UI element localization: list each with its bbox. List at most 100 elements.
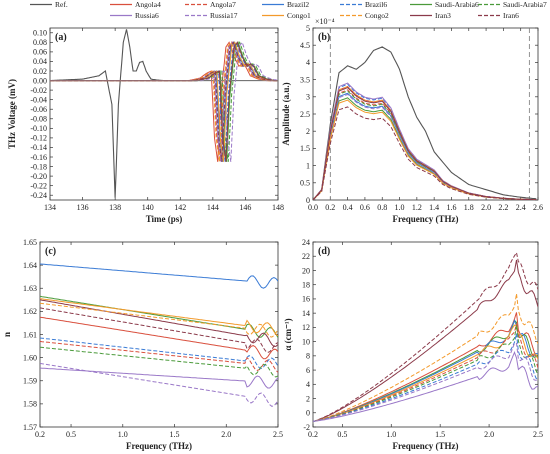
plot-frame — [312, 241, 539, 428]
series-line-angola7 — [40, 340, 278, 373]
series-line-congo2 — [40, 302, 278, 338]
y-tick-label: 0.02 — [33, 67, 47, 76]
y-tick-label: 0.5 — [300, 179, 310, 188]
plot-area — [313, 251, 538, 422]
series-line-congo1 — [40, 298, 278, 337]
series-line-saudi-arabia7 — [40, 346, 278, 378]
y-tick-label: 0 — [306, 196, 310, 205]
x-tick-label: 2.0 — [221, 430, 231, 439]
x-tick-label: 136 — [77, 203, 89, 212]
y-axis-label: n — [2, 332, 12, 337]
x-tick-label: 0.0 — [308, 203, 318, 212]
legend-label: Brazil6 — [365, 0, 387, 9]
x-tick-label: 138 — [109, 203, 121, 212]
x-tick-label: 134 — [44, 203, 56, 212]
x-tick-label: 2.0 — [481, 203, 491, 212]
legend-label: Iran3 — [435, 11, 451, 20]
y-tick-label: -0.12 — [30, 134, 47, 143]
x-tick-label: 142 — [174, 203, 186, 212]
panel-c: 0.2 0.5 1.0 1.5 2.0 2.5 1.57 1.58 1.59 1.60 1.61 1.… — [2, 238, 283, 451]
legend-label: Angola4 — [135, 0, 161, 9]
x-tick-label: 1.0 — [395, 203, 405, 212]
legend-label: Saudi-Arabia6 — [435, 0, 479, 9]
plot-area — [40, 263, 278, 407]
y-tick-label: 3 — [306, 93, 310, 102]
y-tick-label: 4.5 — [300, 41, 310, 50]
legend-label: Congo1 — [287, 11, 311, 20]
x-tick-label: 1.8 — [464, 203, 474, 212]
x-tick-label: 2.0 — [484, 430, 494, 439]
x-tick-label: 1.5 — [435, 430, 445, 439]
series-line-saudi-arabia6 — [40, 295, 278, 338]
x-tick-label: 0.5 — [66, 430, 76, 439]
y-tick-label: 2 — [306, 394, 310, 403]
y-tick-label: 0.00 — [33, 76, 47, 85]
y-tick-label: 1.58 — [23, 400, 37, 409]
y-tick-label: -0.06 — [30, 105, 47, 114]
series-line-iran3 — [313, 87, 537, 200]
x-tick-label: 140 — [142, 203, 154, 212]
panel-d: 0.2 0.5 1.0 1.5 2.0 2.5-202468101214161820222… — [283, 238, 543, 451]
y-tick-label: 1.62 — [23, 307, 37, 316]
legend-label: Ref. — [55, 0, 68, 9]
x-tick-label: 2.5 — [273, 430, 283, 439]
plot-area — [313, 28, 537, 200]
x-tick-label: 1.0 — [118, 430, 128, 439]
y-tick-label: -0.04 — [30, 95, 47, 104]
y-axis-label: Amplitude (a.u.) — [281, 82, 291, 145]
y-tick-label: 1.5 — [300, 144, 310, 153]
series-line-congo2 — [313, 293, 538, 422]
x-tick-label: 0.2 — [308, 430, 318, 439]
y-tick-label: 0.08 — [33, 38, 47, 47]
y-tick-label: -0.14 — [30, 143, 47, 152]
panel-label: (a) — [55, 32, 67, 43]
x-axis-label: Time (ps) — [146, 214, 183, 224]
x-tick-label: 0.6 — [360, 203, 370, 212]
y-tick-label: 1.60 — [23, 353, 37, 362]
series-line-iran6 — [313, 251, 538, 422]
x-tick-label: 0.4 — [343, 203, 353, 212]
legend-label: Congo2 — [365, 11, 389, 20]
x-tick-label: 2.6 — [533, 203, 543, 212]
y-tick-label: 0.04 — [33, 57, 47, 66]
series-line-saudi-arabia6 — [313, 97, 537, 200]
x-axis-label: Frequency (THz) — [392, 441, 458, 451]
y-scale-label: ×10⁻⁴ — [315, 17, 335, 26]
series-line-angola4 — [40, 316, 278, 360]
y-tick-label: 3.5 — [300, 75, 310, 84]
y-tick-label: 18 — [302, 280, 310, 289]
x-axis-label: Frequency (THz) — [392, 214, 458, 224]
series-line-iran6 — [313, 106, 537, 200]
series-line-ref. — [50, 29, 278, 198]
y-tick-label: -0.02 — [30, 86, 47, 95]
y-tick-label: 5 — [306, 24, 310, 33]
y-tick-label: 1.65 — [23, 238, 37, 247]
y-tick-label: 20 — [302, 266, 310, 275]
series-line-congo1 — [313, 99, 537, 200]
y-tick-label: -0.20 — [30, 172, 47, 181]
y-tick-label: 1.63 — [23, 284, 37, 293]
x-tick-label: 2.5 — [533, 430, 543, 439]
legend-label: Brazil2 — [287, 0, 309, 9]
series-line-russia17 — [313, 342, 538, 422]
series-line-iran3 — [40, 299, 278, 347]
y-tick-label: 2 — [306, 127, 310, 136]
y-tick-label: 16 — [302, 295, 310, 304]
panel-b: 0.0 0.2 0.4 0.6 0.8 1.0 1.2 1.4 1.6 1.8 2.0 2.2 2.4 2… — [281, 17, 543, 224]
y-tick-label: 1.59 — [23, 377, 37, 386]
y-axis-label: α (cm⁻¹) — [283, 318, 293, 350]
y-axis-label: THz Voltage (mV) — [7, 79, 17, 149]
y-tick-label: 22 — [302, 252, 310, 261]
x-tick-label: 0.5 — [337, 430, 347, 439]
series-line-angola4 — [313, 85, 537, 200]
x-tick-label: 2.2 — [498, 203, 508, 212]
x-tick-label: 1.4 — [429, 203, 439, 212]
y-tick-label: -0.22 — [30, 181, 47, 190]
panel-label: (d) — [318, 246, 330, 257]
legend-label: Russia17 — [210, 11, 238, 20]
legend-label: Iran6 — [503, 11, 519, 20]
y-tick-label: 1.57 — [23, 423, 37, 432]
series-line-brazil6 — [50, 41, 278, 162]
y-tick-label: 1.64 — [23, 261, 37, 270]
